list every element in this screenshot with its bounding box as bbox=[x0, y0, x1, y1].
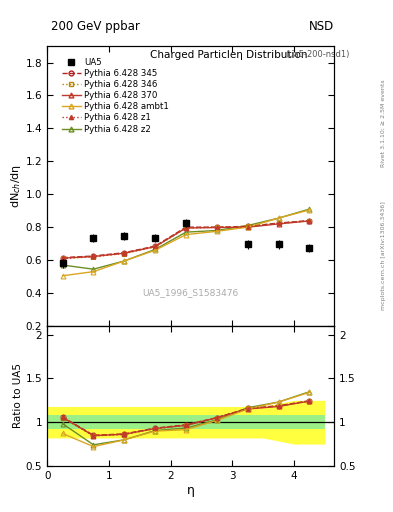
Y-axis label: dN$_{ch}$/dη: dN$_{ch}$/dη bbox=[9, 164, 23, 208]
X-axis label: η: η bbox=[187, 483, 195, 497]
Text: mcplots.cern.ch [arXiv:1306.3436]: mcplots.cern.ch [arXiv:1306.3436] bbox=[381, 202, 386, 310]
Text: (ua5-200-nsd1): (ua5-200-nsd1) bbox=[285, 50, 350, 59]
Text: UA5_1996_S1583476: UA5_1996_S1583476 bbox=[143, 288, 239, 297]
Text: Rivet 3.1.10; ≥ 2.5M events: Rivet 3.1.10; ≥ 2.5M events bbox=[381, 79, 386, 167]
Text: Charged Particleη Distribution: Charged Particleη Distribution bbox=[151, 50, 308, 60]
Text: 200 GeV ppbar: 200 GeV ppbar bbox=[51, 20, 140, 33]
Text: NSD: NSD bbox=[309, 20, 334, 33]
Y-axis label: Ratio to UA5: Ratio to UA5 bbox=[13, 364, 23, 429]
Legend: UA5, Pythia 6.428 345, Pythia 6.428 346, Pythia 6.428 370, Pythia 6.428 ambt1, P: UA5, Pythia 6.428 345, Pythia 6.428 346,… bbox=[60, 56, 171, 135]
